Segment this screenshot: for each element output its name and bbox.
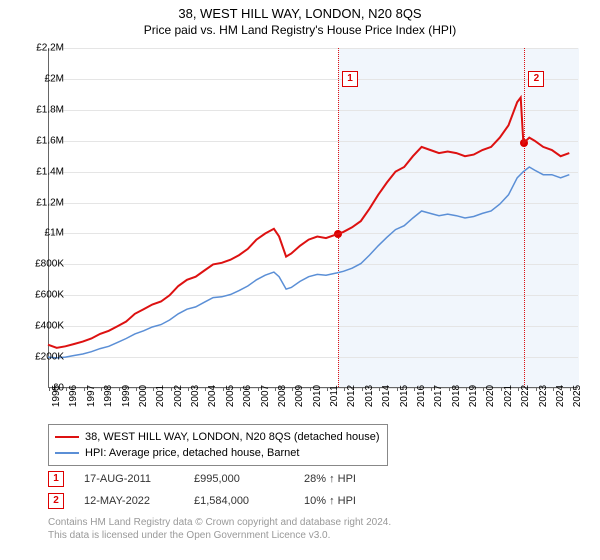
page-title: 38, WEST HILL WAY, LONDON, N20 8QS: [0, 6, 600, 21]
x-axis-label: 2002: [173, 385, 184, 407]
transaction-row: 1 17-AUG-2011 £995,000 28% ↑ HPI: [48, 468, 394, 490]
x-axis-label: 2003: [190, 385, 201, 407]
x-axis-label: 1999: [121, 385, 132, 407]
transaction-row: 2 12-MAY-2022 £1,584,000 10% ↑ HPI: [48, 490, 394, 512]
legend: 38, WEST HILL WAY, LONDON, N20 8QS (deta…: [48, 424, 388, 466]
page-subtitle: Price paid vs. HM Land Registry's House …: [0, 23, 600, 37]
x-axis-label: 2008: [277, 385, 288, 407]
x-axis-label: 2015: [399, 385, 410, 407]
y-axis-label: £1.4M: [36, 166, 64, 177]
x-axis-label: 2009: [294, 385, 305, 407]
y-axis-label: £1.6M: [36, 135, 64, 146]
transaction-date: 17-AUG-2011: [84, 473, 174, 485]
footer-line: This data is licensed under the Open Gov…: [48, 529, 580, 542]
x-axis-label: 2021: [503, 385, 514, 407]
x-axis-label: 1995: [51, 385, 62, 407]
chart-area: 12: [48, 48, 578, 388]
x-axis-label: 2022: [520, 385, 531, 407]
transaction-date: 12-MAY-2022: [84, 495, 174, 507]
transaction-price: £995,000: [194, 473, 284, 485]
transaction-marker: 2: [48, 493, 64, 509]
footer-line: Contains HM Land Registry data © Crown c…: [48, 516, 580, 529]
x-axis-label: 2024: [555, 385, 566, 407]
x-axis-label: 2016: [416, 385, 427, 407]
x-axis-label: 1998: [103, 385, 114, 407]
y-axis-label: £1M: [45, 228, 64, 239]
y-axis-label: £400K: [35, 321, 64, 332]
x-axis-label: 2001: [155, 385, 166, 407]
transaction-marker: 1: [48, 471, 64, 487]
x-axis-label: 2020: [485, 385, 496, 407]
x-axis-label: 2023: [538, 385, 549, 407]
x-axis-label: 2025: [572, 385, 583, 407]
y-axis-label: £600K: [35, 290, 64, 301]
x-axis-label: 2018: [451, 385, 462, 407]
footer-attribution: Contains HM Land Registry data © Crown c…: [48, 516, 580, 542]
x-axis-label: 2007: [260, 385, 271, 407]
x-axis-label: 1997: [86, 385, 97, 407]
transaction-table: 1 17-AUG-2011 £995,000 28% ↑ HPI 2 12-MAY-202…: [48, 468, 394, 512]
y-axis-label: £1.8M: [36, 104, 64, 115]
legend-label: 38, WEST HILL WAY, LONDON, N20 8QS (deta…: [85, 429, 379, 445]
x-axis-label: 2017: [433, 385, 444, 407]
x-axis-label: 1996: [68, 385, 79, 407]
transaction-delta: 10% ↑ HPI: [304, 495, 394, 507]
x-axis-label: 2011: [329, 385, 340, 407]
x-axis-label: 2006: [242, 385, 253, 407]
x-axis-label: 2010: [312, 385, 323, 407]
y-axis-label: £2M: [45, 73, 64, 84]
x-axis-label: 2012: [346, 385, 357, 407]
x-axis-label: 2000: [138, 385, 149, 407]
legend-item: 38, WEST HILL WAY, LONDON, N20 8QS (deta…: [55, 429, 379, 445]
x-axis-label: 2005: [225, 385, 236, 407]
y-axis-label: £800K: [35, 259, 64, 270]
y-axis-label: £1.2M: [36, 197, 64, 208]
x-axis-label: 2004: [207, 385, 218, 407]
x-axis-label: 2013: [364, 385, 375, 407]
legend-swatch: [55, 452, 79, 454]
transaction-delta: 28% ↑ HPI: [304, 473, 394, 485]
y-axis-label: £2.2M: [36, 43, 64, 54]
legend-label: HPI: Average price, detached house, Barn…: [85, 445, 299, 461]
legend-item: HPI: Average price, detached house, Barn…: [55, 445, 379, 461]
x-axis-label: 2019: [468, 385, 479, 407]
transaction-price: £1,584,000: [194, 495, 284, 507]
series-line: [48, 98, 569, 348]
series-line: [48, 167, 569, 358]
legend-swatch: [55, 436, 79, 438]
x-axis-label: 2014: [381, 385, 392, 407]
y-axis-label: £200K: [35, 352, 64, 363]
